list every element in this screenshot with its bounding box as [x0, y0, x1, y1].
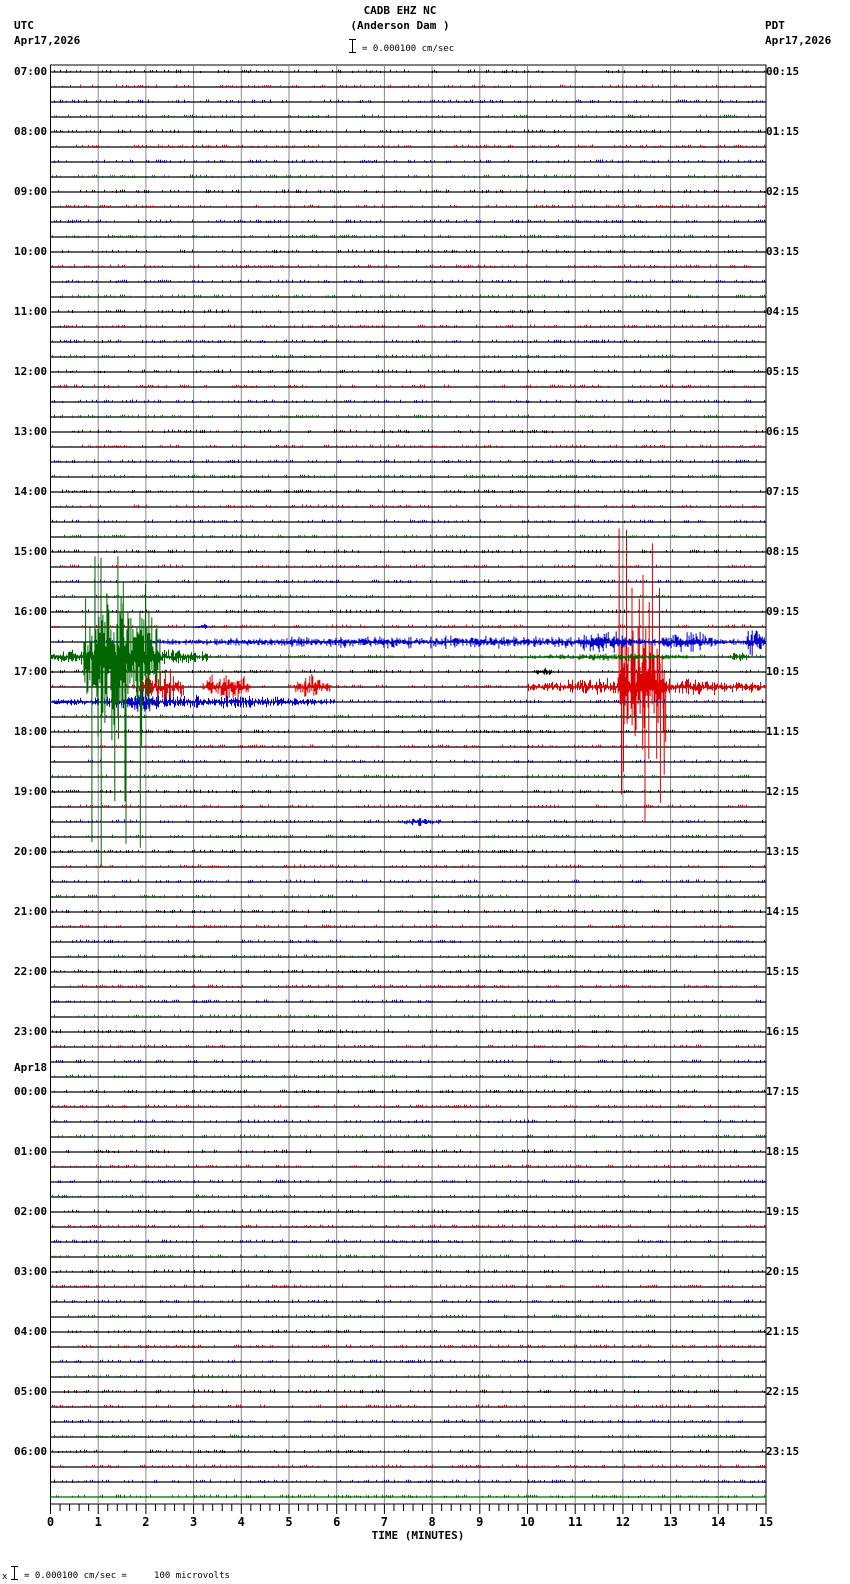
utc-hour-label: 08:00	[14, 125, 48, 138]
pdt-hour-label: 21:15	[766, 1325, 800, 1338]
red-trace	[52, 84, 766, 1468]
utc-hour-label: 04:00	[14, 1325, 48, 1338]
pdt-hour-label: 09:15	[766, 605, 800, 618]
utc-hour-label: 17:00	[14, 665, 48, 678]
utc-hour-label: 06:00	[14, 1445, 48, 1458]
date-change-label: Apr18	[14, 1061, 48, 1074]
footer-scale-text: = 0.000100 cm/sec = 100 microvolts	[24, 1571, 230, 1581]
utc-hour-label: 07:00	[14, 65, 48, 78]
utc-hour-label: 00:00	[14, 1085, 48, 1098]
black-trace	[52, 69, 765, 1453]
footer-scale-cap-top	[11, 1566, 18, 1567]
pdt-hour-label: 16:15	[766, 1025, 800, 1038]
utc-hour-label: 18:00	[14, 725, 48, 738]
x-tick-label: 11	[568, 1515, 582, 1529]
x-tick-label: 15	[759, 1515, 773, 1529]
pdt-hour-label: 05:15	[766, 365, 800, 378]
x-tick-label: 10	[520, 1515, 534, 1529]
pdt-hour-label: 22:15	[766, 1385, 800, 1398]
pdt-hour-label: 14:15	[766, 905, 800, 918]
x-tick-label: 1	[95, 1515, 102, 1529]
utc-hour-label: 15:00	[14, 545, 48, 558]
pdt-hour-label: 13:15	[766, 845, 800, 858]
x-tick-label: 4	[238, 1515, 245, 1529]
pdt-hour-label: 03:15	[766, 245, 800, 258]
utc-hour-label: 09:00	[14, 185, 48, 198]
pdt-hour-label: 12:15	[766, 785, 800, 798]
station-title: CADB EHZ NC	[363, 4, 437, 17]
x-axis-title: TIME (MINUTES)	[371, 1529, 465, 1542]
pdt-hour-label: 19:15	[766, 1205, 800, 1218]
utc-hour-label: 21:00	[14, 905, 48, 918]
blue-trace	[50, 99, 767, 1483]
pdt-hour-label: 02:15	[766, 185, 800, 198]
pdt-hour-label: 11:15	[766, 725, 800, 738]
utc-hour-label: 03:00	[14, 1265, 48, 1278]
pdt-hour-label: 08:15	[766, 545, 800, 558]
utc-hour-label: 14:00	[14, 485, 48, 498]
pdt-hour-label: 06:15	[766, 425, 800, 438]
x-tick-label: 14	[711, 1515, 725, 1529]
pdt-hour-label: 07:15	[766, 485, 800, 498]
utc-hour-label: 12:00	[14, 365, 48, 378]
pdt-hour-label: 17:15	[766, 1085, 800, 1098]
pdt-label: PDT	[765, 19, 785, 32]
utc-hour-label: 20:00	[14, 845, 48, 858]
x-tick-label: 7	[381, 1515, 388, 1529]
utc-hour-label: 11:00	[14, 305, 48, 318]
scale-text: = 0.000100 cm/sec	[362, 44, 455, 54]
pdt-date: Apr17,2026	[765, 34, 832, 47]
green-trace	[50, 114, 765, 1498]
station-location: (Anderson Dam )	[350, 19, 450, 32]
pdt-hour-label: 10:15	[766, 665, 800, 678]
utc-hour-label: 13:00	[14, 425, 48, 438]
utc-hour-label: 01:00	[14, 1145, 48, 1158]
x-tick-label: 0	[47, 1515, 54, 1529]
utc-date: Apr17,2026	[14, 34, 81, 47]
utc-label: UTC	[14, 19, 34, 32]
pdt-hour-label: 00:15	[766, 65, 800, 78]
scale-bar-icon	[352, 39, 353, 53]
utc-hour-label: 23:00	[14, 1025, 48, 1038]
x-tick-label: 2	[142, 1515, 149, 1529]
x-tick-label: 12	[616, 1515, 630, 1529]
x-tick-label: 8	[428, 1515, 435, 1529]
pdt-hour-label: 23:15	[766, 1445, 800, 1458]
x-tick-label: 5	[285, 1515, 292, 1529]
x-tick-label: 6	[333, 1515, 340, 1529]
utc-hour-label: 05:00	[14, 1385, 48, 1398]
pdt-hour-label: 18:15	[766, 1145, 800, 1158]
scale-bar-cap-top	[349, 39, 356, 40]
pdt-hour-label: 04:15	[766, 305, 800, 318]
x-tick-label: 9	[476, 1515, 483, 1529]
x-tick-label: 13	[663, 1515, 677, 1529]
utc-hour-label: 10:00	[14, 245, 48, 258]
utc-hour-label: 19:00	[14, 785, 48, 798]
footer-marker: x	[2, 1572, 8, 1582]
footer-scale-bar-icon	[14, 1566, 15, 1580]
utc-hour-label: 22:00	[14, 965, 48, 978]
utc-hour-label: 16:00	[14, 605, 48, 618]
pdt-hour-label: 15:15	[766, 965, 800, 978]
footer-scale-cap-bottom	[11, 1579, 18, 1580]
pdt-hour-label: 20:15	[766, 1265, 800, 1278]
utc-hour-label: 02:00	[14, 1205, 48, 1218]
pdt-hour-label: 01:15	[766, 125, 800, 138]
x-tick-label: 3	[190, 1515, 197, 1529]
scale-bar-cap-bottom	[349, 52, 356, 53]
